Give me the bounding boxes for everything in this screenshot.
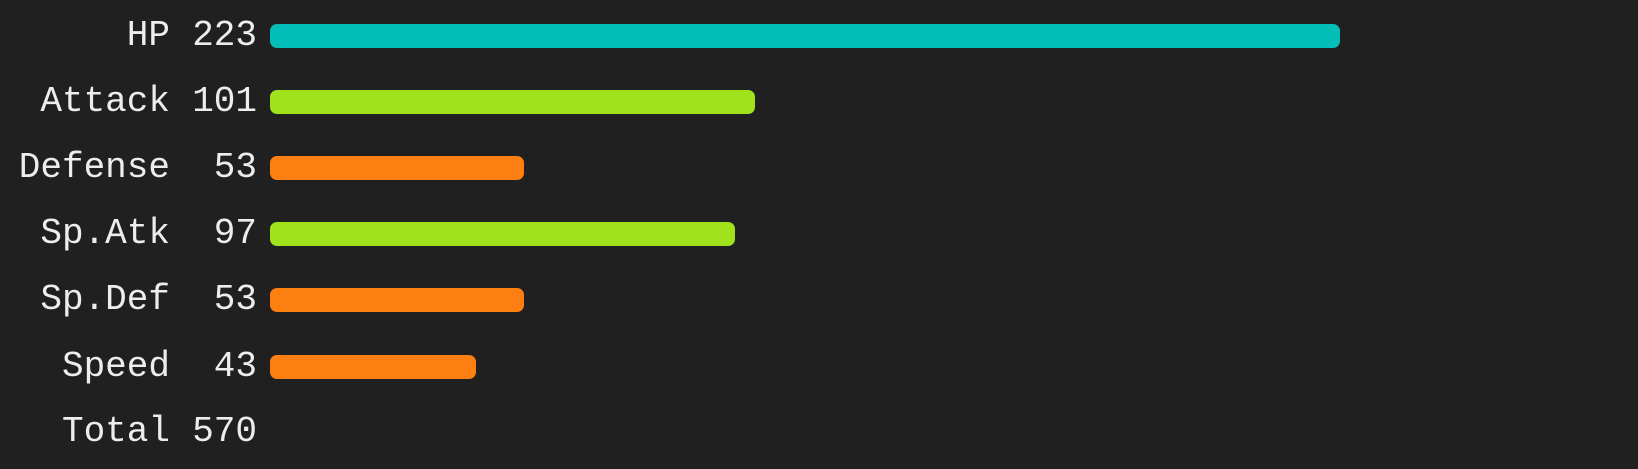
stat-bar (270, 288, 524, 312)
stat-row-hp: HP 223 (0, 16, 1638, 56)
stat-value: 53 (213, 279, 257, 320)
stat-value: 53 (213, 147, 257, 188)
stat-row-sp-def: Sp.Def 53 (0, 280, 1638, 320)
stat-bar (270, 355, 476, 379)
stat-value: 97 (213, 213, 257, 254)
stat-label: Defense (18, 147, 170, 188)
stat-label: HP (126, 15, 170, 56)
stat-label: Attack (40, 81, 170, 122)
stat-row-speed: Speed 43 (0, 347, 1638, 387)
stat-row-total: Total 570 (0, 412, 1638, 452)
total-value: 570 (192, 411, 257, 452)
stat-value: 223 (192, 15, 257, 56)
stat-value: 101 (192, 81, 257, 122)
stat-label: Sp.Def (40, 279, 170, 320)
stat-bar (270, 90, 755, 114)
stat-value: 43 (213, 346, 257, 387)
stat-bar (270, 222, 735, 246)
stat-label: Sp.Atk (40, 213, 170, 254)
stat-label: Speed (61, 346, 170, 387)
stat-row-defense: Defense 53 (0, 148, 1638, 188)
stat-row-sp-atk: Sp.Atk 97 (0, 214, 1638, 254)
stat-bar (270, 24, 1340, 48)
stat-bar (270, 156, 524, 180)
total-label: Total (61, 411, 170, 452)
stat-row-attack: Attack 101 (0, 82, 1638, 122)
